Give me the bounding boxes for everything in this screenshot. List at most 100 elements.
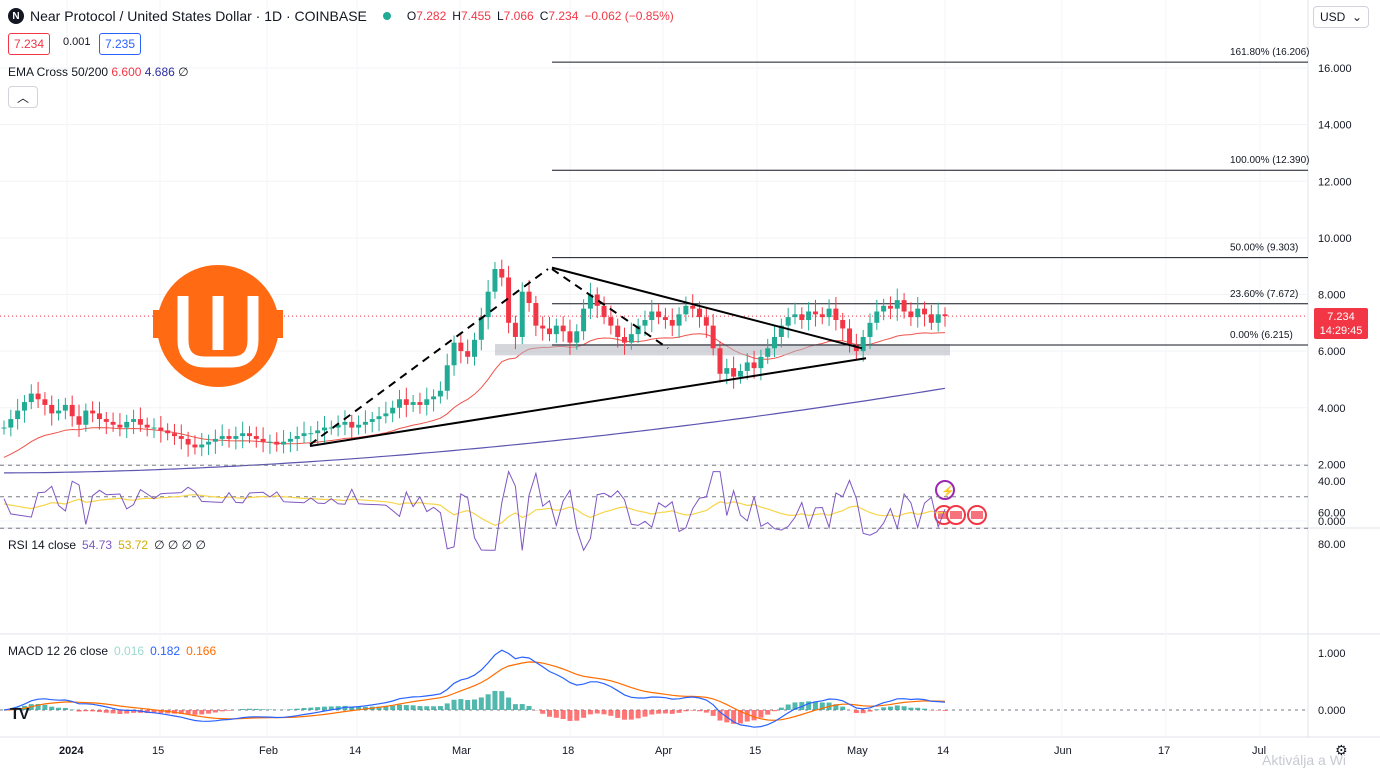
macd-line bbox=[4, 650, 945, 727]
macd-histogram-bar bbox=[915, 708, 920, 710]
last-price-value: 7.234 bbox=[1314, 310, 1368, 324]
macd-histogram-bar bbox=[697, 710, 702, 711]
candle-body bbox=[608, 317, 613, 325]
macd-histogram-bar bbox=[486, 694, 491, 710]
candle-body bbox=[649, 311, 654, 319]
candle-body bbox=[104, 419, 109, 422]
buy-price-button[interactable]: 7.235 bbox=[99, 33, 141, 55]
candle-body bbox=[827, 309, 832, 317]
candle-body bbox=[240, 433, 245, 436]
candle-body bbox=[458, 343, 463, 351]
macd-histogram-bar bbox=[758, 710, 763, 718]
candle-body bbox=[63, 405, 68, 411]
ohlc-close: C7.234 bbox=[540, 9, 579, 23]
candle-body bbox=[752, 362, 757, 368]
candle-body bbox=[192, 445, 197, 448]
macd-histogram-bar bbox=[424, 706, 429, 710]
macd-histogram-bar bbox=[629, 710, 634, 720]
time-tick-label: 15 bbox=[152, 745, 164, 757]
fib-level-label: 100.00% (12.390) bbox=[1230, 155, 1310, 166]
macd-legend[interactable]: MACD 12 26 close 0.016 0.182 0.166 bbox=[8, 644, 216, 658]
macd-histogram-bar bbox=[492, 691, 497, 710]
candle-body bbox=[492, 269, 497, 292]
candle-body bbox=[267, 442, 272, 443]
candle-body bbox=[547, 328, 552, 334]
bar-countdown: 14:29:45 bbox=[1314, 324, 1368, 338]
macd-histogram-bar bbox=[438, 706, 443, 710]
candle-body bbox=[874, 311, 879, 322]
time-tick-label: 17 bbox=[1158, 745, 1170, 757]
candle-body bbox=[602, 306, 607, 317]
candle-body bbox=[902, 300, 907, 311]
candle-body bbox=[417, 402, 422, 405]
price-tick-label: 10.000 bbox=[1318, 233, 1352, 245]
time-tick-label: 14 bbox=[937, 745, 949, 757]
candle-body bbox=[117, 425, 122, 428]
candle-body bbox=[233, 436, 238, 439]
candle-body bbox=[820, 314, 825, 317]
candle-body bbox=[349, 422, 354, 428]
candle-body bbox=[561, 326, 566, 332]
candle-body bbox=[220, 436, 225, 439]
macd-histogram-bar bbox=[479, 697, 484, 710]
brand-logo-icon bbox=[153, 265, 283, 387]
price-tick-label: 2.000 bbox=[1318, 459, 1346, 471]
candle-body bbox=[124, 422, 129, 428]
macd-legend-name: MACD 12 26 close bbox=[8, 644, 108, 658]
candle-body bbox=[656, 311, 661, 317]
candle-body bbox=[261, 439, 266, 442]
macd-histogram-bar bbox=[881, 707, 886, 710]
lower-wedge-line bbox=[310, 358, 866, 446]
candle-body bbox=[622, 337, 627, 343]
macd-histogram-bar bbox=[458, 699, 463, 710]
candle-body bbox=[377, 416, 382, 419]
candle-body bbox=[881, 306, 886, 312]
ema50-value: 6.600 bbox=[111, 65, 141, 79]
macd-histogram-bar bbox=[608, 710, 613, 716]
macd-histogram-bar bbox=[622, 710, 627, 720]
price-tick-label: 4.000 bbox=[1318, 403, 1346, 415]
candle-body bbox=[527, 292, 532, 303]
candle-body bbox=[131, 419, 136, 422]
macd-histogram-bar bbox=[322, 707, 327, 710]
rsi-legend[interactable]: RSI 14 close 54.73 53.72 ∅ ∅ ∅ ∅ bbox=[8, 538, 206, 552]
macd-histogram-bar bbox=[745, 710, 750, 722]
macd-histogram-bar bbox=[861, 710, 866, 713]
tradingview-logo-icon[interactable]: TV bbox=[10, 706, 28, 724]
rsi-tick-label: 60.00 bbox=[1318, 508, 1346, 520]
macd-histogram-bar bbox=[649, 710, 654, 715]
candle-body bbox=[363, 422, 368, 425]
candle-body bbox=[424, 399, 429, 405]
rsi-legend-suffix: ∅ ∅ ∅ ∅ bbox=[154, 538, 206, 552]
sell-price-button[interactable]: 7.234 bbox=[8, 33, 50, 55]
ema-legend[interactable]: EMA Cross 50/200 6.600 4.686 ∅ bbox=[8, 65, 189, 79]
time-tick-label: 14 bbox=[349, 745, 361, 757]
candle-body bbox=[513, 323, 518, 337]
macd-tick-label: 0.000 bbox=[1318, 705, 1346, 717]
candle-body bbox=[758, 357, 763, 368]
candle-body bbox=[390, 408, 395, 414]
macd-histogram-bar bbox=[547, 710, 552, 717]
candle-body bbox=[540, 326, 545, 329]
candle-body bbox=[165, 430, 170, 433]
macd-histogram-bar bbox=[922, 709, 927, 710]
collapse-legend-button[interactable]: ︿ bbox=[8, 86, 38, 108]
symbol-title[interactable]: Near Protocol / United States Dollar · 1… bbox=[30, 8, 367, 24]
candle-body bbox=[908, 311, 913, 317]
macd-histogram-bar bbox=[445, 703, 450, 710]
currency-select[interactable]: USD ⌄ bbox=[1313, 6, 1369, 28]
candle-body bbox=[499, 269, 504, 277]
rsi-ma-value: 53.72 bbox=[118, 538, 148, 552]
candle-body bbox=[90, 411, 95, 414]
macd-histogram-bar bbox=[602, 710, 607, 714]
candle-body bbox=[533, 303, 538, 326]
time-tick-label: Mar bbox=[452, 745, 471, 757]
candle-body bbox=[199, 445, 204, 448]
macd-histogram-bar bbox=[902, 706, 907, 710]
macd-histogram-bar bbox=[574, 710, 579, 721]
time-tick-label: Feb bbox=[259, 745, 278, 757]
candle-body bbox=[227, 436, 232, 439]
time-tick-label: 18 bbox=[562, 745, 574, 757]
candle-body bbox=[56, 411, 61, 414]
candle-body bbox=[711, 326, 716, 349]
